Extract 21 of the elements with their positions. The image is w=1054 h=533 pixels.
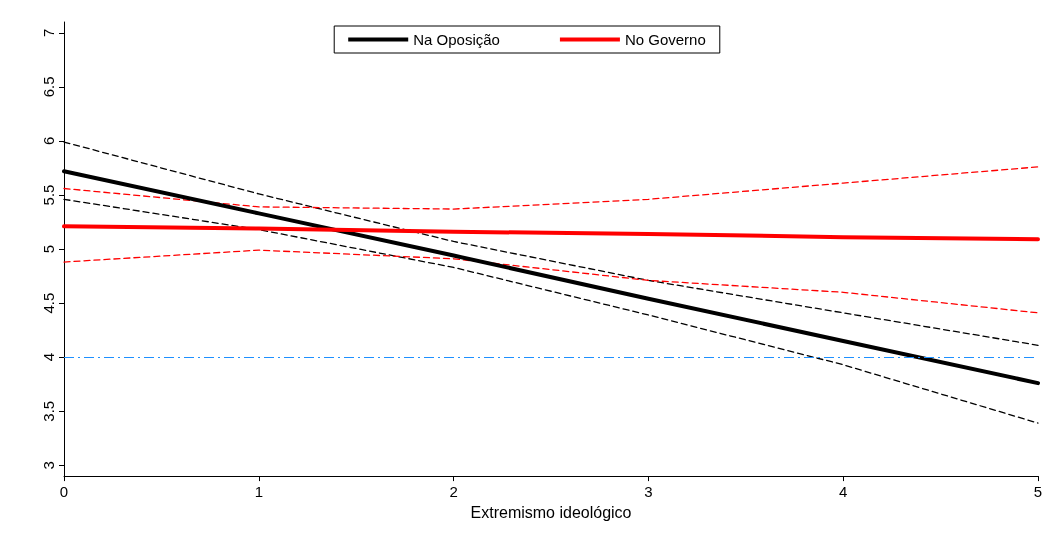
x-tick-label: 2: [449, 483, 458, 501]
y-tick-label: 3: [40, 461, 57, 470]
y-tick-label: 6: [40, 136, 57, 146]
x-tick-label: 5: [1033, 483, 1043, 501]
y-tick-label: 3.5: [40, 400, 57, 422]
y-tick-label: 5: [40, 244, 57, 254]
line-series: [63, 166, 1039, 210]
x-tick-label: 3: [644, 483, 653, 501]
legend-label: Na Oposição: [413, 31, 500, 48]
x-tick-label: 4: [839, 483, 848, 501]
line-series: [63, 249, 1039, 314]
y-tick-label: 4.5: [40, 292, 57, 314]
x-tick-label: 0: [59, 483, 69, 501]
y-tick-label: 4: [40, 353, 57, 362]
x-axis-title: Extremismo ideológico: [470, 503, 632, 521]
line-series: [62, 224, 1040, 242]
legend-label: No Governo: [624, 31, 706, 48]
y-tick-label: 5.5: [40, 184, 57, 206]
y-tick-label: 7: [40, 28, 57, 37]
x-tick-label: 1: [254, 483, 263, 501]
y-tick-label: 6.5: [40, 76, 57, 98]
